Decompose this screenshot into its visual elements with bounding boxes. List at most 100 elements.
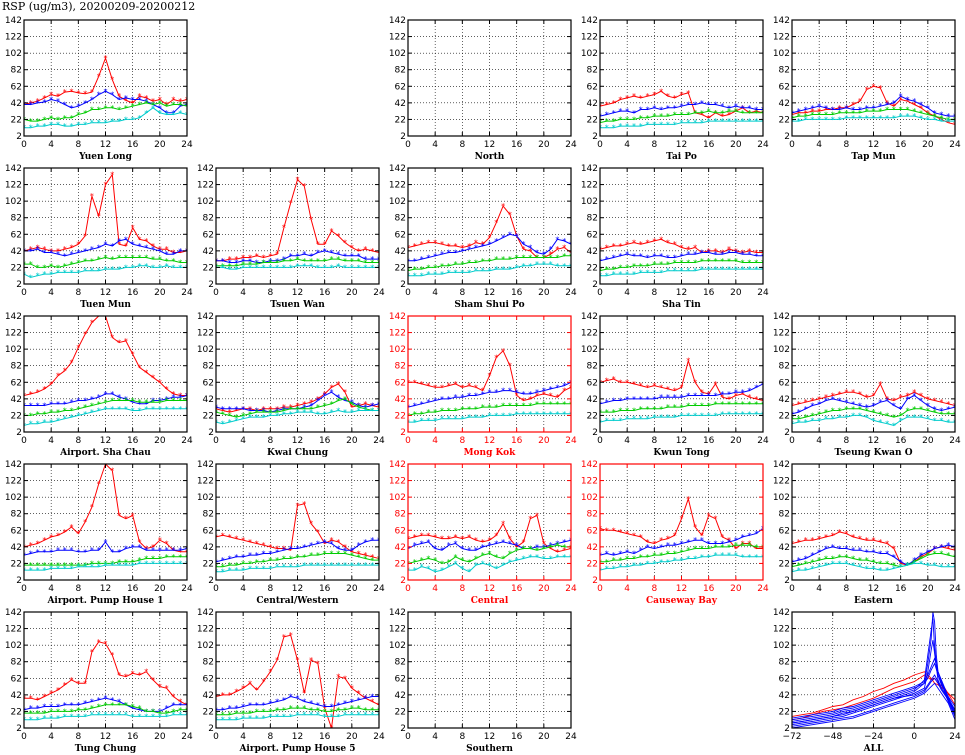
series-line xyxy=(792,85,955,125)
data-point: * xyxy=(426,382,430,391)
data-point: * xyxy=(124,405,128,414)
data-point: * xyxy=(528,390,532,399)
data-point: * xyxy=(639,122,643,131)
y-tick-label: 2 xyxy=(400,576,406,586)
data-point: * xyxy=(481,387,485,396)
data-point: * xyxy=(406,244,410,253)
x-tick-label: 0 xyxy=(213,584,219,594)
data-point: * xyxy=(659,558,663,567)
data-point: * xyxy=(97,393,101,402)
data-point: * xyxy=(598,112,602,121)
x-tick-label: 0 xyxy=(597,584,603,594)
data-point: * xyxy=(316,551,320,560)
data-point: * xyxy=(865,114,869,123)
data-point: * xyxy=(117,561,121,570)
data-point: * xyxy=(268,408,272,417)
data-point: * xyxy=(329,383,333,392)
data-point: * xyxy=(747,117,751,126)
data-point: * xyxy=(680,411,684,420)
y-tick-label: 82 xyxy=(779,510,790,520)
data-point: * xyxy=(892,105,896,114)
data-point: * xyxy=(926,104,930,113)
data-point: * xyxy=(542,387,546,396)
data-point: * xyxy=(377,255,381,264)
data-point: * xyxy=(824,533,828,542)
data-point: * xyxy=(296,262,300,271)
data-point: * xyxy=(659,252,663,261)
station-name: Tsuen Wan xyxy=(270,300,325,310)
x-tick-label: 12 xyxy=(484,140,495,150)
data-point: * xyxy=(343,239,347,248)
x-tick-label: 12 xyxy=(292,288,303,298)
data-point: * xyxy=(761,117,765,126)
data-point: * xyxy=(474,405,478,414)
data-point: * xyxy=(49,561,53,570)
data-point: * xyxy=(508,210,512,219)
data-point: * xyxy=(666,403,670,412)
data-point: * xyxy=(22,551,26,560)
data-point: * xyxy=(440,559,444,568)
data-point: * xyxy=(652,540,656,549)
y-tick-label: 122 xyxy=(5,181,22,191)
data-point: * xyxy=(131,406,135,415)
data-point: * xyxy=(296,255,300,264)
x-tick-label: 12 xyxy=(100,584,111,594)
data-point: * xyxy=(700,392,704,401)
data-point: * xyxy=(549,392,553,401)
data-point: * xyxy=(797,109,801,118)
data-point: * xyxy=(885,559,889,568)
data-point: * xyxy=(185,392,189,401)
y-tick-label: 122 xyxy=(5,33,22,43)
data-point: * xyxy=(838,115,842,124)
data-point: * xyxy=(336,380,340,389)
x-tick-label: 20 xyxy=(538,288,550,298)
data-point: * xyxy=(329,400,333,409)
data-point: * xyxy=(528,253,532,262)
data-point: * xyxy=(22,101,26,110)
data-point: * xyxy=(117,237,121,246)
x-tick-label: 20 xyxy=(922,140,934,150)
data-point: * xyxy=(144,405,148,414)
data-point: * xyxy=(221,711,225,720)
y-tick-label: 122 xyxy=(773,329,790,339)
series-line xyxy=(408,255,571,272)
x-tick-label: 8 xyxy=(651,436,657,446)
y-tick-label: 122 xyxy=(581,181,598,191)
data-point: * xyxy=(804,559,808,568)
data-point: * xyxy=(241,553,245,562)
station-name: ALL xyxy=(863,744,884,754)
series-line xyxy=(600,528,763,556)
y-tick-label: 82 xyxy=(587,66,598,76)
data-point: * xyxy=(49,262,53,271)
series-line xyxy=(600,403,763,413)
data-point: * xyxy=(797,117,801,126)
chart-panel: ****************************************… xyxy=(5,312,193,458)
data-point: * xyxy=(97,400,101,409)
series-line xyxy=(600,358,763,401)
data-point: * xyxy=(474,239,478,248)
data-point: * xyxy=(309,262,313,271)
data-point: * xyxy=(70,413,74,422)
series-line xyxy=(24,393,187,406)
data-point: * xyxy=(316,240,320,249)
data-point: * xyxy=(343,408,347,417)
y-tick-label: 102 xyxy=(389,49,406,59)
data-point: * xyxy=(598,525,602,534)
data-point: * xyxy=(700,411,704,420)
data-point: * xyxy=(268,564,272,573)
data-point: * xyxy=(228,691,232,700)
data-point: * xyxy=(76,397,80,406)
data-point: * xyxy=(474,392,478,401)
data-point: * xyxy=(501,401,505,410)
data-point: * xyxy=(329,724,333,733)
data-point: * xyxy=(255,408,259,417)
y-tick-label: 62 xyxy=(779,526,790,536)
data-point: * xyxy=(228,554,232,563)
data-point: * xyxy=(70,701,74,710)
data-point: * xyxy=(720,543,724,552)
data-point: * xyxy=(440,383,444,392)
data-point: * xyxy=(899,96,903,105)
data-point: * xyxy=(309,215,313,224)
x-tick-label: 16 xyxy=(127,436,139,446)
data-point: * xyxy=(790,540,794,549)
